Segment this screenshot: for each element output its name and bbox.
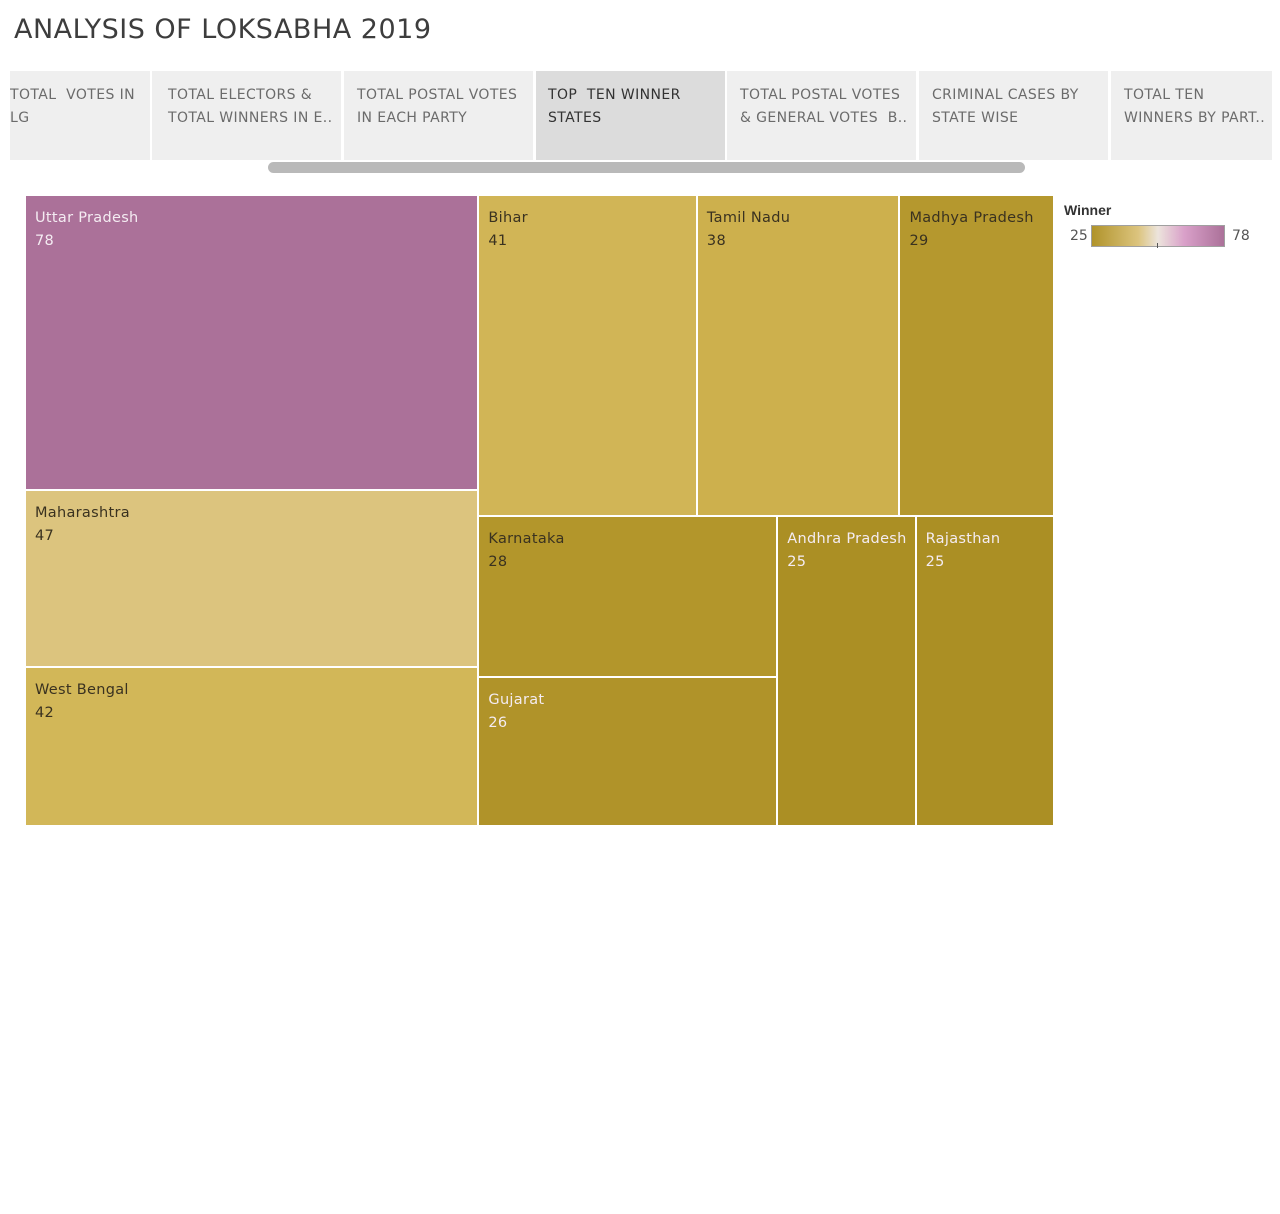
legend-max-value: 78 — [1232, 228, 1250, 244]
treemap-cell-west-bengal[interactable]: West Bengal 42 — [25, 667, 479, 826]
legend-midpoint-tick — [1157, 243, 1158, 248]
tab-label-line1: TOTAL TEN — [1124, 87, 1205, 103]
tab-ten-winners-party[interactable]: TOTAL TEN WINNERS BY PART.. — [1111, 71, 1272, 160]
legend-title: Winner — [1064, 202, 1112, 218]
tab-label-line1: TOTAL POSTAL VOTES — [740, 87, 901, 103]
tab-total-electors[interactable]: TOTAL ELECTORS & TOTAL WINNERS IN E.. — [152, 71, 341, 160]
treemap-label-state: Madhya Pradesh — [909, 210, 1034, 226]
tab-label-line2: LG — [10, 110, 30, 126]
treemap-cell-bihar[interactable]: Bihar 41 — [478, 195, 697, 517]
treemap-label-value: 38 — [706, 233, 726, 249]
tab-label-line2: STATE WISE — [932, 110, 1019, 126]
winner-treemap: Uttar Pradesh 78 Maharashtra 47 West Bengal 4… — [25, 195, 1054, 826]
treemap-cell-rajasthan[interactable]: Rajasthan 25 — [915, 516, 1054, 826]
treemap-label-state: Gujarat — [488, 691, 545, 708]
tab-label-line1: TOP TEN WINNER — [548, 87, 681, 103]
treemap-cell-tamil-nadu[interactable]: Tamil Nadu 38 — [696, 195, 900, 517]
tab-top-ten-winner-states[interactable]: TOP TEN WINNER STATES — [536, 71, 725, 160]
treemap-label-state: Rajasthan — [925, 531, 1001, 548]
treemap-cell-gujarat[interactable]: Gujarat 26 — [478, 676, 778, 826]
treemap-cell-andhra-pradesh[interactable]: Andhra Pradesh 25 — [777, 516, 916, 826]
treemap-label-state: Maharashtra — [35, 504, 130, 521]
tab-label-line1: TOTAL ELECTORS & — [168, 87, 313, 103]
treemap-cell-uttar-pradesh[interactable]: Uttar Pradesh 78 — [25, 195, 479, 490]
tab-criminal-cases[interactable]: CRIMINAL CASES BY STATE WISE — [919, 71, 1108, 160]
tab-label-line2: WINNERS BY PART.. — [1124, 110, 1266, 126]
treemap-label-value: 28 — [488, 554, 508, 571]
tab-label-line2: & GENERAL VOTES B.. — [740, 110, 908, 126]
treemap-label-state: Bihar — [488, 210, 528, 226]
legend-gradient-bar — [1091, 225, 1225, 247]
tabs-scrollbar[interactable] — [268, 162, 1025, 173]
treemap-label-value: 25 — [925, 554, 945, 571]
treemap-cell-karnataka[interactable]: Karnataka 28 — [478, 516, 778, 677]
treemap-cell-maharashtra[interactable]: Maharashtra 47 — [25, 489, 479, 668]
page-title: ANALYSIS OF LOKSABHA 2019 — [14, 14, 432, 45]
treemap-label-value: 47 — [35, 527, 55, 544]
treemap-label-value: 41 — [488, 233, 508, 249]
tab-label-line2: TOTAL WINNERS IN E.. — [168, 110, 333, 126]
treemap-label-state: Tamil Nadu — [706, 210, 791, 226]
treemap-label-state: Karnataka — [488, 531, 565, 548]
treemap-label-value: 78 — [35, 233, 55, 249]
tab-total-votes[interactable]: TOTAL VOTES IN LG — [10, 71, 150, 160]
treemap-label-value: 42 — [35, 705, 55, 722]
treemap-label-state: Uttar Pradesh — [35, 210, 139, 226]
treemap-label-state: West Bengal — [35, 682, 129, 699]
tab-label-line1: TOTAL VOTES IN — [10, 87, 135, 103]
tab-postal-general-votes[interactable]: TOTAL POSTAL VOTES & GENERAL VOTES B.. — [727, 71, 916, 160]
treemap-cell-madhya-pradesh[interactable]: Madhya Pradesh 29 — [899, 195, 1054, 517]
dashboard-tabs: TOTAL VOTES IN LG TOTAL ELECTORS & TOTAL… — [10, 71, 1272, 160]
tab-label-line2: IN EACH PARTY — [357, 110, 468, 126]
treemap-label-value: 25 — [787, 554, 807, 571]
tab-label-line2: STATES — [548, 110, 602, 126]
legend-min-value: 25 — [1070, 228, 1088, 244]
tab-postal-votes-party[interactable]: TOTAL POSTAL VOTES IN EACH PARTY — [344, 71, 533, 160]
treemap-label-value: 29 — [909, 233, 929, 249]
color-legend: Winner 25 78 — [1064, 202, 1264, 262]
tab-label-line1: TOTAL POSTAL VOTES — [357, 87, 518, 103]
tab-label-line1: CRIMINAL CASES BY — [932, 87, 1079, 103]
treemap-label-state: Andhra Pradesh — [787, 531, 907, 548]
treemap-label-value: 26 — [488, 714, 508, 731]
